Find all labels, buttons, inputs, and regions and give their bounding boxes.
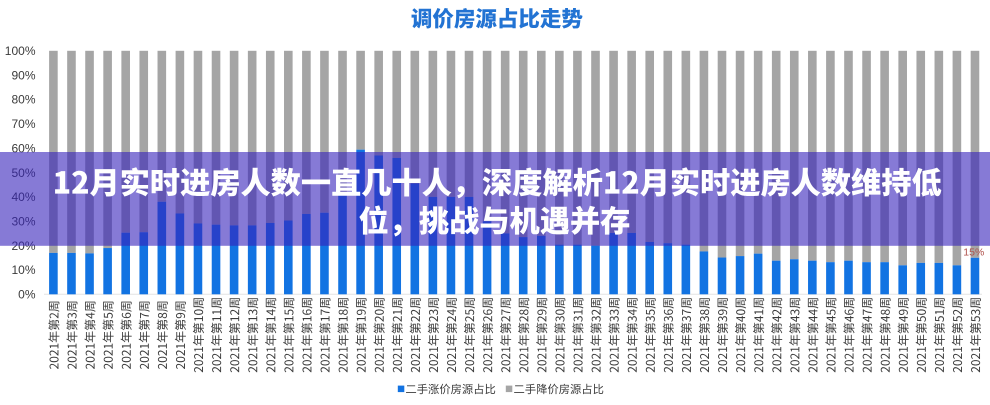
svg-text:10%: 10%	[11, 263, 35, 277]
svg-text:0%: 0%	[18, 288, 36, 302]
svg-text:90%: 90%	[11, 68, 35, 82]
svg-text:100%: 100%	[5, 44, 36, 58]
svg-text:60%: 60%	[11, 141, 35, 155]
svg-text:70%: 70%	[11, 117, 35, 131]
svg-text:15%: 15%	[963, 246, 984, 258]
svg-text:80%: 80%	[11, 93, 35, 107]
